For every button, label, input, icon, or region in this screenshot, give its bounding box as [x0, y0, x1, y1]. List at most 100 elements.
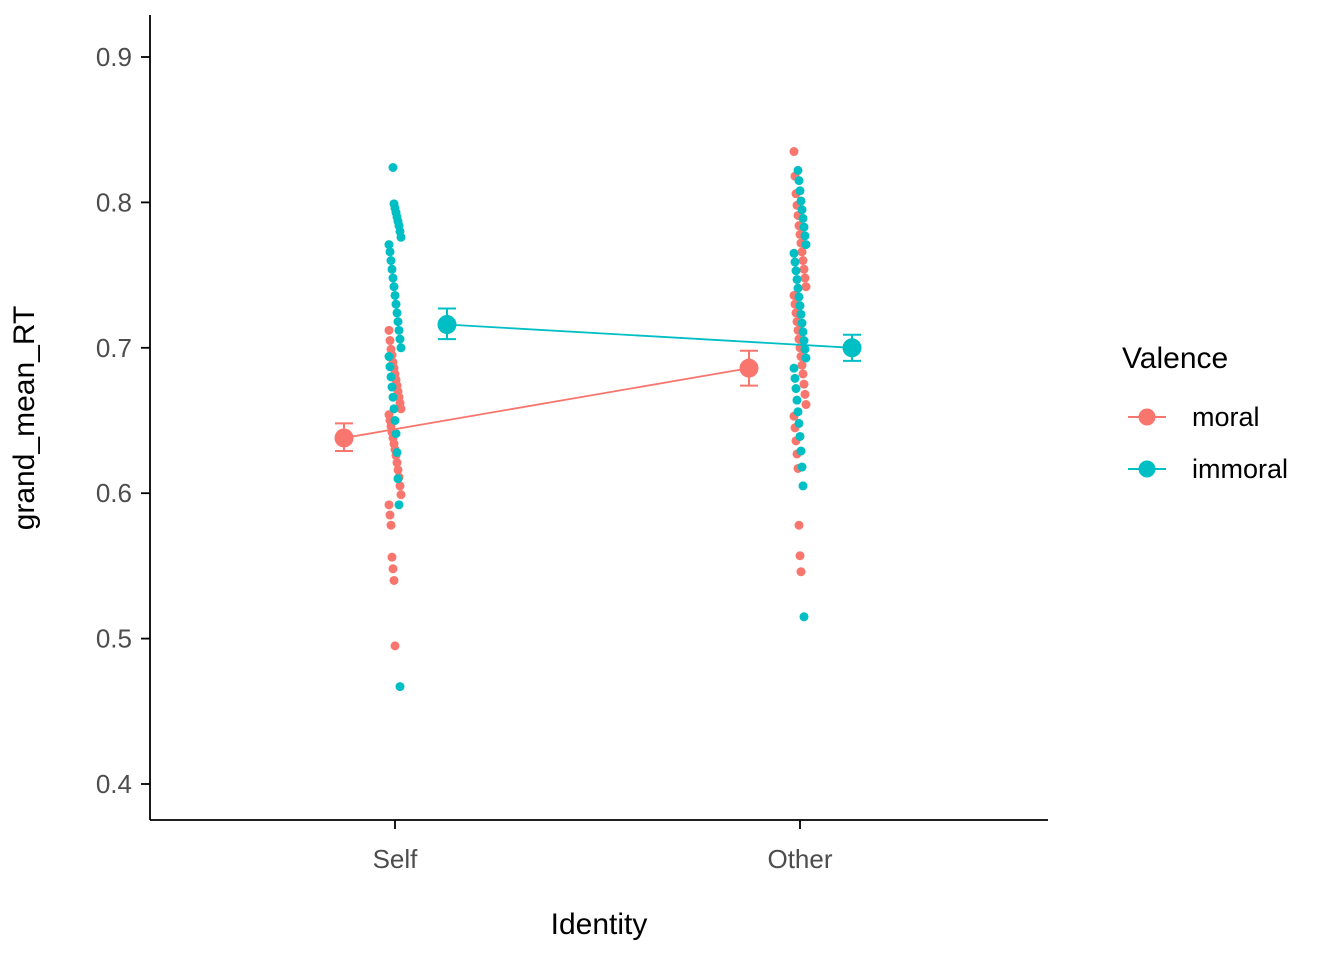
mean-point-immoral-Other — [842, 338, 862, 358]
data-point-immoral — [793, 283, 803, 293]
data-point-moral — [797, 247, 807, 257]
data-point-immoral — [385, 247, 395, 257]
data-point-immoral — [395, 682, 405, 692]
data-point-moral — [800, 273, 810, 283]
data-point-immoral — [799, 222, 809, 232]
y-axis-title: grand_mean_RT — [8, 306, 41, 531]
legend: Valence moral immoral — [1122, 342, 1288, 484]
data-point-immoral — [385, 362, 395, 372]
y-tick-label: 0.7 — [96, 333, 132, 363]
data-point-moral — [795, 551, 805, 561]
data-point-immoral — [792, 395, 802, 405]
data-point-immoral — [396, 343, 406, 353]
data-point-immoral — [793, 407, 803, 417]
data-point-immoral — [795, 186, 805, 196]
data-point-immoral — [798, 327, 808, 337]
data-point-moral — [798, 369, 808, 379]
data-point-immoral — [789, 248, 799, 258]
data-point-immoral — [395, 334, 405, 344]
data-point-immoral — [390, 290, 400, 300]
data-point-immoral — [390, 416, 400, 425]
data-point-moral — [386, 520, 396, 530]
data-point-moral — [801, 282, 811, 292]
data-point-immoral — [394, 500, 404, 510]
data-point-moral — [384, 325, 394, 335]
plot-panel: 0.4 0.5 0.6 0.7 0.8 0.9 Self Other — [96, 15, 1048, 874]
data-point-immoral — [798, 213, 808, 223]
legend-label-immoral: immoral — [1192, 454, 1288, 484]
immoral-point-symbol — [1138, 460, 1156, 478]
data-point-immoral — [797, 462, 807, 472]
data-point-immoral — [384, 240, 394, 250]
data-point-moral — [396, 490, 406, 500]
data-point-immoral — [795, 431, 805, 441]
data-point-immoral — [393, 317, 403, 327]
y-tick-label: 0.6 — [96, 478, 132, 508]
data-point-immoral — [794, 176, 804, 186]
data-point-immoral — [799, 612, 809, 622]
data-point-moral — [801, 400, 811, 410]
data-point-immoral — [392, 447, 402, 457]
x-tick-label: Other — [767, 844, 832, 874]
data-point-immoral — [791, 384, 801, 394]
data-point-immoral — [387, 382, 397, 392]
data-point-immoral — [801, 353, 811, 363]
data-point-immoral — [389, 404, 399, 414]
data-point-immoral — [790, 373, 800, 383]
data-point-immoral — [392, 308, 402, 318]
data-point-immoral — [797, 318, 807, 328]
data-point-immoral — [796, 196, 806, 206]
data-point-immoral — [386, 256, 396, 266]
data-point-moral — [384, 500, 394, 510]
data-point-moral — [387, 552, 397, 562]
y-tick-label: 0.8 — [96, 187, 132, 217]
data-point-immoral — [393, 474, 403, 484]
data-point-immoral — [794, 418, 804, 428]
data-point-immoral — [391, 299, 401, 309]
data-point-immoral — [800, 344, 810, 354]
x-tick-label: Self — [373, 844, 419, 874]
data-point-immoral — [394, 325, 404, 335]
data-point-immoral — [386, 372, 396, 382]
data-point-immoral — [789, 363, 799, 373]
mean-line-immoral — [446, 323, 853, 349]
y-tick-label: 0.5 — [96, 624, 132, 654]
mean-point-moral-Self — [334, 428, 354, 448]
data-point-immoral — [796, 446, 806, 456]
data-point-moral — [794, 520, 804, 530]
legend-label-moral: moral — [1192, 402, 1260, 432]
mean-line-moral — [343, 367, 750, 439]
data-point-moral — [797, 360, 807, 370]
data-point-immoral — [791, 266, 801, 276]
data-point-moral — [798, 256, 808, 266]
data-point-moral — [396, 404, 406, 414]
data-point-immoral — [801, 240, 811, 250]
data-point-immoral — [797, 205, 807, 215]
data-point-immoral — [795, 301, 805, 311]
legend-entry-immoral: immoral — [1128, 454, 1288, 484]
data-point-moral — [799, 379, 809, 389]
x-axis-title: Identity — [551, 908, 648, 941]
data-point-moral — [800, 389, 810, 399]
data-point-moral — [385, 510, 395, 520]
data-point-moral — [796, 567, 806, 577]
data-point-immoral — [389, 282, 399, 292]
data-point-moral — [385, 336, 395, 346]
data-point-moral — [388, 564, 398, 574]
y-tick-label: 0.9 — [96, 42, 132, 72]
data-point-immoral — [387, 264, 397, 274]
data-point-moral — [395, 481, 405, 491]
data-point-moral — [389, 575, 399, 585]
data-point-moral — [390, 641, 400, 651]
data-point-immoral — [388, 163, 398, 173]
data-point-immoral — [790, 257, 800, 267]
data-point-moral — [789, 147, 799, 157]
legend-entry-moral: moral — [1128, 402, 1260, 432]
data-point-moral — [799, 264, 809, 274]
data-point-immoral — [396, 232, 406, 242]
legend-title: Valence — [1122, 342, 1228, 375]
data-point-immoral — [794, 292, 804, 302]
data-point-immoral — [796, 309, 806, 319]
